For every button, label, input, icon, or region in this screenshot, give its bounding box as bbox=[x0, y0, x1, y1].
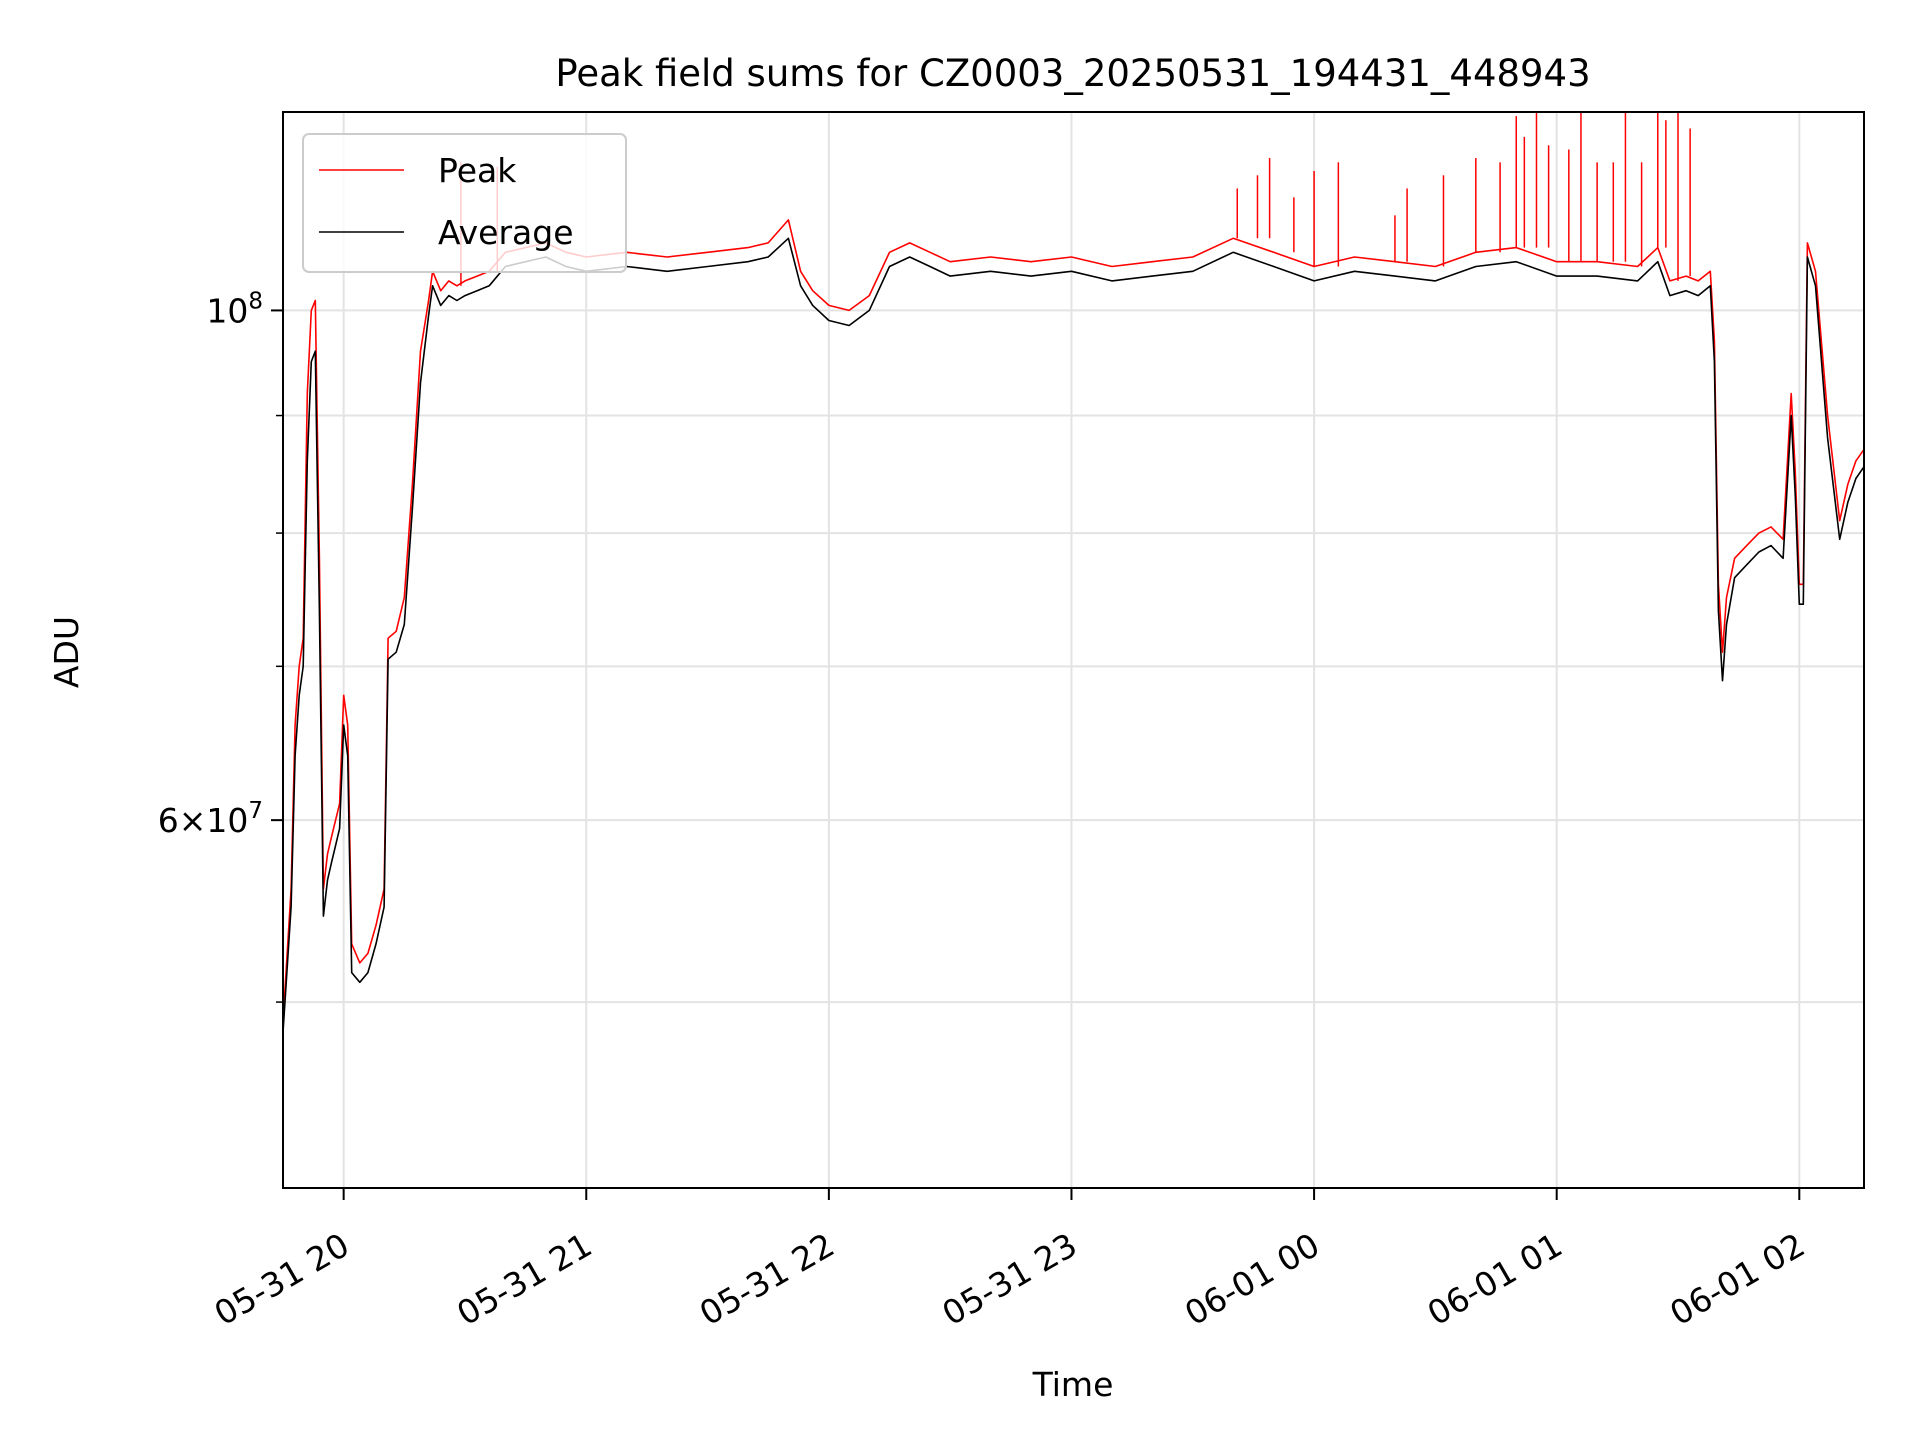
x-axis-label: Time bbox=[1032, 1365, 1114, 1404]
series-layer bbox=[283, 112, 1864, 1033]
legend-box bbox=[302, 133, 627, 273]
y-tick-label: 108 bbox=[206, 288, 263, 330]
legend-label-average: Average bbox=[438, 213, 574, 252]
legend-label-peak: Peak bbox=[438, 151, 517, 190]
y-axis-ticks: 108 6×107 bbox=[158, 288, 283, 1003]
legend: Peak Average bbox=[302, 133, 627, 273]
y-axis-label: ADU bbox=[47, 616, 86, 688]
plot-frame bbox=[282, 111, 1865, 1189]
grid-lines bbox=[283, 112, 1864, 1188]
y-tick-label: 6×107 bbox=[158, 798, 263, 840]
chart-title: Peak field sums for CZ0003_20250531_1944… bbox=[555, 52, 1590, 95]
series-line-average bbox=[283, 237, 1864, 1033]
